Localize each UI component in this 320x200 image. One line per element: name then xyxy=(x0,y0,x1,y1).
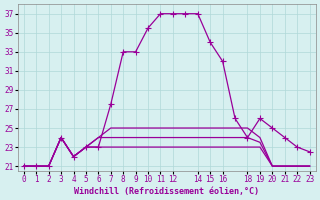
X-axis label: Windchill (Refroidissement éolien,°C): Windchill (Refroidissement éolien,°C) xyxy=(74,187,259,196)
